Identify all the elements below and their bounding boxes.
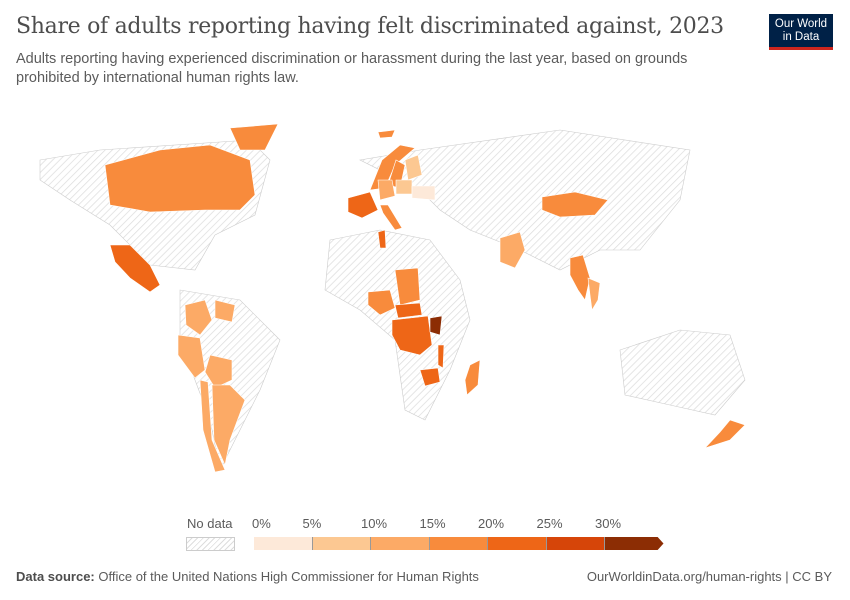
- legend-bin[interactable]: [371, 537, 430, 550]
- country-iceland[interactable]: [377, 129, 396, 139]
- country-zimbabwe[interactable]: [419, 367, 441, 387]
- country-france[interactable]: [347, 191, 379, 219]
- legend-tick: 15%: [419, 516, 446, 531]
- legend-bin[interactable]: [429, 537, 488, 550]
- country-malawi[interactable]: [437, 344, 445, 369]
- country-paraguay[interactable]: [204, 354, 233, 389]
- source-text: Office of the United Nations High Commis…: [98, 569, 479, 584]
- chart-title: Share of adults reporting having felt di…: [16, 14, 724, 39]
- legend-bin[interactable]: [312, 537, 371, 550]
- country-sudan[interactable]: [394, 267, 421, 306]
- country-venezuela[interactable]: [214, 299, 236, 323]
- legend-tick: 20%: [478, 516, 505, 531]
- country-ukraine[interactable]: [411, 185, 436, 201]
- country-tunisia[interactable]: [377, 229, 387, 249]
- legend-tick: 0%: [252, 516, 271, 531]
- country-madagascar[interactable]: [464, 359, 481, 396]
- legend-tick: 25%: [536, 516, 563, 531]
- country-colombia[interactable]: [184, 299, 213, 336]
- legend-bin[interactable]: [546, 537, 605, 550]
- country-central-african-republic[interactable]: [394, 302, 423, 319]
- country-italy[interactable]: [379, 204, 403, 231]
- world-map[interactable]: [0, 110, 850, 500]
- country-chile[interactable]: [199, 379, 226, 473]
- country-pakistan[interactable]: [499, 231, 526, 269]
- country-burundi[interactable]: [429, 315, 443, 336]
- country-mexico[interactable]: [109, 244, 161, 293]
- legend-bin[interactable]: [488, 537, 547, 550]
- legend: No data 0% 5% 10% 15% 20% 25% 30%: [0, 510, 850, 551]
- source-label: Data source:: [16, 569, 95, 584]
- legend-tick: 10%: [361, 516, 388, 531]
- owid-logo[interactable]: Our World in Data: [769, 14, 833, 50]
- country-thailand[interactable]: [587, 277, 601, 311]
- country-peru[interactable]: [177, 334, 206, 379]
- footer-link[interactable]: OurWorldinData.org/human-rights | CC BY: [586, 569, 832, 584]
- country-myanmar[interactable]: [569, 254, 591, 301]
- legend-tick: 30%: [595, 516, 622, 531]
- data-source: Data source: Office of the United Nation…: [16, 569, 479, 584]
- legend-bin[interactable]: [254, 537, 313, 550]
- country-finland[interactable]: [404, 154, 423, 181]
- country-nigeria[interactable]: [367, 289, 396, 316]
- country-poland[interactable]: [395, 179, 413, 195]
- country-new-zealand[interactable]: [703, 419, 746, 449]
- country-germany[interactable]: [377, 179, 396, 201]
- country-canada[interactable]: [104, 144, 256, 213]
- country-greenland[interactable]: [229, 123, 279, 151]
- legend-tick: 5%: [302, 516, 322, 531]
- country-dr-congo[interactable]: [391, 315, 433, 356]
- country-mongolia[interactable]: [541, 191, 609, 218]
- legend-no-data-swatch: [186, 537, 235, 551]
- chart-subtitle: Adults reporting having experienced disc…: [16, 51, 688, 86]
- legend-no-data-label: No data: [187, 516, 233, 531]
- country-argentina[interactable]: [211, 384, 246, 466]
- legend-bin[interactable]: [605, 537, 664, 550]
